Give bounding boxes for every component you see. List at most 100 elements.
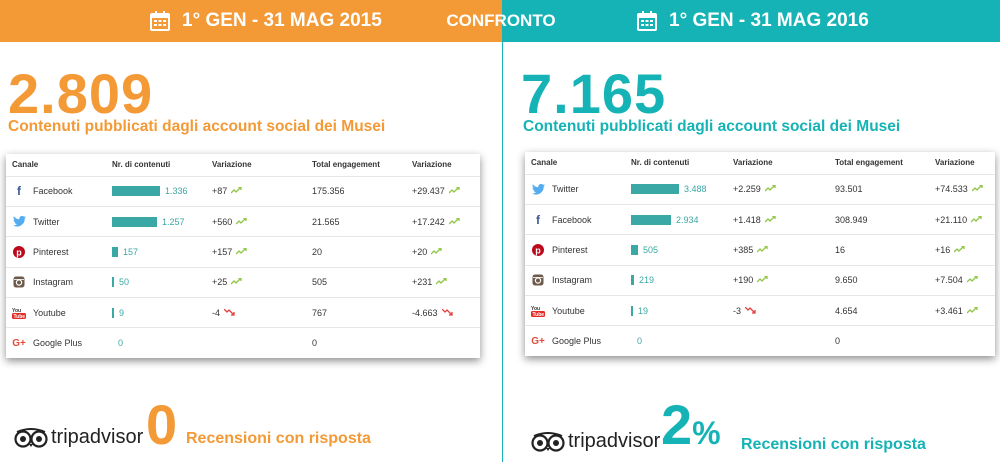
- col-variazione: Variazione: [212, 160, 252, 170]
- channel-name: Instagram: [552, 275, 593, 286]
- variation-value: +157: [212, 246, 233, 257]
- table-row: G+ Google Plus 0 0: [6, 327, 480, 359]
- col-canale: Canale: [531, 158, 558, 168]
- channel-name: Facebook: [552, 214, 592, 225]
- panel-2016: 7.165 Contenuti pubblicati dagli account…: [503, 42, 1000, 462]
- social-table: Canale Nr. di contenuti Variazione Total…: [6, 154, 480, 359]
- cell-engagement-variation: +74.533: [929, 173, 995, 205]
- subtitle: Contenuti pubblicati dagli account socia…: [8, 118, 386, 135]
- ta-number: 0: [146, 393, 178, 456]
- contents-value: 19: [638, 305, 649, 316]
- facebook-icon: f: [17, 184, 21, 199]
- svg-text:p: p: [16, 247, 22, 257]
- cell-engagement-variation: +17.242: [406, 205, 480, 237]
- contents-bar: [631, 214, 671, 225]
- trend-up-icon: [753, 245, 768, 255]
- channel-name: Pinterest: [33, 246, 69, 257]
- period-label-right: 1° GEN - 31 MAG 2016: [669, 10, 869, 31]
- engagement-variation-value: +21.110: [935, 214, 968, 225]
- ta-label: Recensioni con risposta: [186, 430, 371, 447]
- engagement-value: 0: [312, 338, 318, 349]
- engagement-value: 9.650: [835, 275, 858, 286]
- trend-up-icon: [445, 216, 460, 227]
- cell-contents: 219: [625, 264, 727, 296]
- channel-name: Youtube: [33, 307, 66, 318]
- cell-channel: f Facebook: [525, 203, 625, 235]
- tripadvisor-logo: tripadvisor: [14, 426, 143, 449]
- youtube-icon: You Tube: [531, 304, 545, 318]
- ta-unit: %: [692, 415, 721, 451]
- svg-text:You: You: [12, 308, 21, 314]
- engagement-value: 767: [312, 307, 328, 318]
- tripadvisor-wordmark: tripadvisor: [51, 426, 144, 448]
- contents-value: 3.488: [684, 184, 707, 195]
- engagement-variation-value: +7.504: [935, 275, 963, 286]
- cell-contents: 157: [106, 236, 206, 268]
- engagement-value: 4.654: [835, 305, 858, 316]
- channel-name: Youtube: [552, 305, 585, 316]
- col-engagement: Total engagement: [312, 160, 380, 170]
- engagement-value: 308.949: [835, 214, 868, 225]
- header-period-2015: 1° GEN - 31 MAG 2015: [0, 0, 502, 42]
- cell-engagement-variation: +7.504: [929, 264, 995, 296]
- engagement-variation-value: +3.461: [935, 305, 963, 316]
- contents-value: 1.336: [165, 186, 188, 197]
- trend-up-icon: [950, 245, 965, 255]
- engagement-variation-value: +74.533: [935, 184, 968, 195]
- engagement-value: 16: [835, 244, 846, 255]
- engagement-value: 20: [312, 246, 323, 257]
- trend-up-icon: [427, 247, 442, 257]
- channel-name: Google Plus: [33, 338, 83, 349]
- cell-engagement-variation: +3.461: [929, 295, 995, 326]
- contents-bar: [112, 186, 160, 197]
- variation-value: +87: [212, 186, 228, 197]
- contents-value: 157: [123, 246, 139, 257]
- cell-engagement: 505: [306, 266, 406, 298]
- instagram-icon: [531, 273, 545, 287]
- variation-value: +1.418: [733, 214, 761, 225]
- engagement-variation-value: +20: [412, 246, 428, 257]
- cell-channel: p Pinterest: [525, 234, 625, 266]
- ta-number: 2: [661, 393, 693, 456]
- engagement-variation-value: +29.437: [412, 186, 445, 197]
- table-row: G+ Google Plus 0 0: [525, 325, 995, 357]
- col-variazione-engagement: Variazione: [935, 158, 975, 168]
- cell-engagement: 93.501: [829, 173, 929, 205]
- engagement-value: 93.501: [835, 184, 863, 195]
- col-variazione: Variazione: [733, 158, 773, 168]
- twitter-icon: [531, 182, 545, 196]
- cell-channel: You Tube Youtube: [525, 295, 625, 326]
- cell-engagement-variation: +21.110: [929, 203, 995, 235]
- cell-engagement-variation: +16: [929, 234, 995, 266]
- pinterest-icon: p: [531, 243, 545, 257]
- trend-up-icon: [967, 214, 982, 225]
- trend-down-icon: [741, 306, 756, 316]
- cell-engagement-variation: -4.663: [406, 297, 480, 328]
- social-table-card: Canale Nr. di contenuti Variazione Total…: [6, 154, 480, 359]
- cell-channel: Instagram: [525, 264, 625, 296]
- trend-up-icon: [445, 186, 460, 196]
- twitter-icon: [12, 215, 26, 229]
- channel-name: Twitter: [33, 216, 60, 227]
- cell-engagement: 20: [306, 236, 406, 268]
- cell-contents: 50: [106, 266, 206, 298]
- tripadvisor-wordmark: tripadvisor: [568, 430, 661, 452]
- contents-value: 2.934: [676, 214, 699, 225]
- contents-bar: [112, 246, 118, 257]
- variation-value: -3: [733, 305, 742, 316]
- cell-contents: 0: [106, 327, 206, 359]
- cell-engagement-variation: [929, 325, 995, 357]
- table-row: Instagram 50 +25 505 +231: [6, 266, 480, 298]
- variation-value: +2.259: [733, 184, 761, 195]
- ta-label: Recensioni con risposta: [741, 436, 926, 453]
- google-plus-icon: G+: [531, 335, 545, 347]
- svg-text:Tube: Tube: [533, 312, 545, 317]
- table-row: p Pinterest 157 +157 20 +20: [6, 236, 480, 268]
- table-row: You Tube Youtube 9 -4 767 -4.663: [6, 297, 480, 328]
- cell-variation: -4: [206, 297, 306, 328]
- engagement-variation-value: +17.242: [412, 216, 445, 227]
- total-contents: 2.809: [8, 62, 154, 125]
- contents-bar: [631, 275, 634, 286]
- table-row: f Facebook 1.336 +87 175.356 +29.437: [6, 175, 480, 207]
- cell-contents: 9: [106, 297, 206, 328]
